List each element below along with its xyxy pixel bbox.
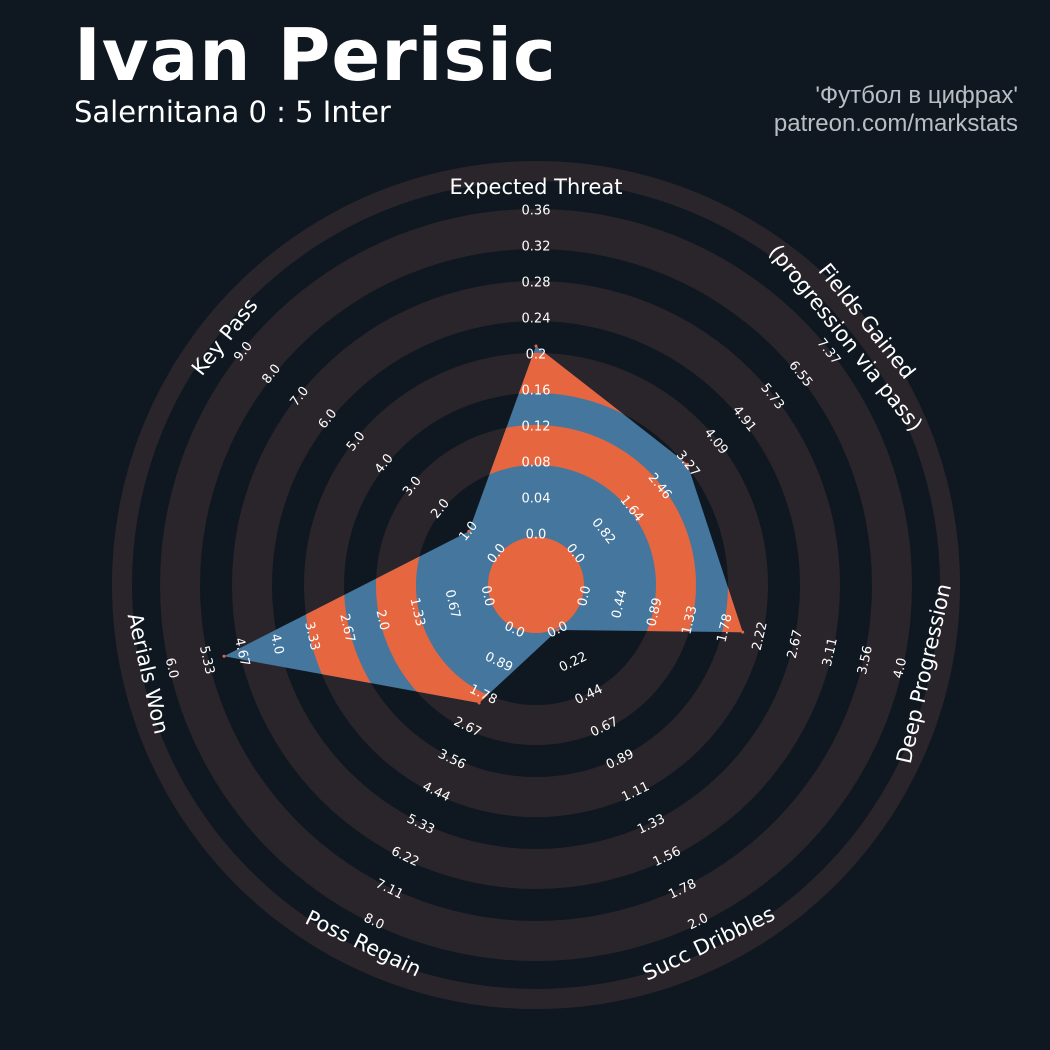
tick-label: 2.22 <box>750 620 771 652</box>
polygon-fill-orange-band <box>488 537 584 633</box>
axis-label-line: Expected Threat <box>450 175 623 199</box>
tick-label: 0.36 <box>522 204 551 219</box>
tick-label: 6.0 <box>162 656 181 680</box>
data-point-4 <box>477 701 481 705</box>
player-name-title: Ivan Perisic <box>74 13 557 97</box>
tick-label: 0.16 <box>522 384 551 399</box>
tick-label: 2.67 <box>785 628 806 660</box>
tick-label: 4.0 <box>891 656 910 680</box>
data-point-1 <box>685 462 689 466</box>
tick-label: 4.0 <box>267 632 286 656</box>
data-point-0 <box>534 344 538 348</box>
tick-label: 0.24 <box>522 312 551 327</box>
tick-label: 3.33 <box>301 620 322 652</box>
tick-label: 0.08 <box>522 456 551 471</box>
tick-label: 3.56 <box>855 644 876 676</box>
tick-label: 2.0 <box>372 608 391 632</box>
tick-label: 0.32 <box>522 240 551 255</box>
tick-label: 0.0 <box>575 584 594 608</box>
source-credit: 'Футбол в цифрах' <box>815 82 1018 109</box>
tick-label: 0.12 <box>522 420 551 435</box>
tick-label: 1.33 <box>679 604 700 636</box>
tick-label: 0.04 <box>522 492 551 507</box>
tick-label: 0.0 <box>478 584 497 608</box>
axis-label: Expected Threat <box>450 175 623 199</box>
tick-label: 0.67 <box>442 588 463 620</box>
data-point-6 <box>467 529 471 533</box>
match-subtitle: Salernitana 0 : 5 Inter <box>74 95 391 129</box>
tick-label: 4.67 <box>231 636 252 668</box>
tick-label: 0.2 <box>526 348 547 363</box>
tick-label: 1.78 <box>715 612 736 644</box>
data-point-5 <box>222 654 226 658</box>
tick-label: 0.89 <box>644 596 665 628</box>
source-url: patreon.com/markstats <box>773 110 1018 137</box>
tick-label: 2.67 <box>336 612 357 644</box>
tick-label: 0.44 <box>609 588 630 620</box>
tick-label: 0.22 <box>557 649 590 675</box>
data-point-2 <box>741 630 745 634</box>
tick-label: 5.33 <box>196 644 217 676</box>
data-point-3 <box>556 628 560 632</box>
tick-label: 3.11 <box>820 636 841 668</box>
tick-label: 0.28 <box>522 276 551 291</box>
tick-label: 0.0 <box>526 528 547 543</box>
tick-label: 1.33 <box>407 596 428 628</box>
